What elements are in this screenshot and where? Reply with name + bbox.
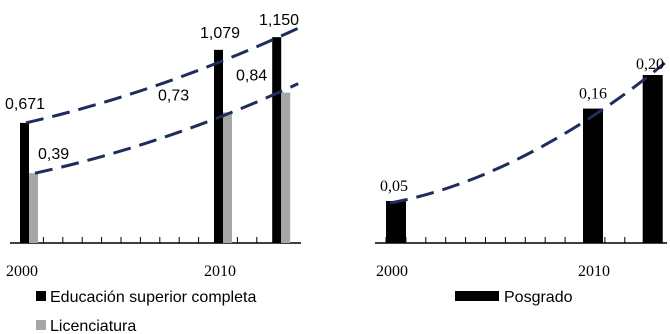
legend-swatch-posgrado — [455, 291, 499, 301]
x-tick-label: 2010 — [578, 263, 610, 280]
bar-licenciatura — [281, 92, 291, 243]
trend-licenciatura — [34, 82, 299, 175]
data-label: 0,39 — [38, 146, 69, 163]
x-tick-label: 2010 — [204, 263, 236, 280]
legend-label-posgrado: Posgrado — [504, 289, 573, 306]
left-x-ticks — [23, 237, 277, 243]
data-label: 0,05 — [380, 178, 408, 195]
right-tick-labels: 2000 2010 — [376, 263, 610, 280]
bar-educacion-superior — [214, 49, 223, 243]
data-label: 0,20 — [636, 56, 664, 73]
left-tick-labels: 2000 2010 — [6, 263, 236, 280]
x-tick-label: 2000 — [376, 263, 408, 280]
data-label: 0,84 — [236, 68, 267, 85]
left-bars — [20, 37, 291, 244]
trend-posgrado — [389, 61, 666, 205]
bar-posgrado — [386, 201, 406, 243]
right-trend-lines — [389, 61, 666, 205]
right-chart: 0,05 0,16 0,20 2000 2010 Posgrado — [375, 56, 667, 306]
data-label: 0,671 — [5, 96, 45, 113]
left-data-labels: 0,671 1,079 1,150 0,39 0,73 0,84 — [5, 12, 299, 163]
left-trend-lines — [25, 26, 299, 175]
legend-label-educacion-superior: Educación superior completa — [50, 289, 256, 306]
legend-swatch-licenciatura — [36, 320, 46, 330]
bar-posgrado — [642, 75, 663, 243]
bar-licenciatura — [29, 173, 38, 243]
data-label: 0,16 — [579, 86, 607, 103]
trend-educacion-superior — [25, 26, 299, 125]
data-label: 1,150 — [259, 12, 299, 29]
right-bars — [386, 75, 663, 243]
bar-licenciatura — [223, 112, 232, 243]
legend-label-licenciatura: Licenciatura — [50, 318, 136, 334]
bar-posgrado — [583, 108, 603, 243]
right-data-labels: 0,05 0,16 0,20 — [380, 56, 664, 195]
right-x-ticks — [385, 237, 646, 243]
data-label: 0,73 — [158, 87, 189, 104]
data-label: 1,079 — [200, 25, 240, 42]
bar-educacion-superior — [272, 37, 282, 244]
left-chart: 0,671 1,079 1,150 0,39 0,73 0,84 2000 2010 Edu… — [5, 12, 301, 334]
legend-swatch-educacion-superior — [36, 291, 46, 301]
bar-educacion-superior — [20, 122, 29, 243]
right-legend: Posgrado — [455, 289, 573, 306]
left-legend: Educación superior completa Licenciatura — [36, 289, 256, 334]
x-tick-label: 2000 — [6, 263, 38, 280]
